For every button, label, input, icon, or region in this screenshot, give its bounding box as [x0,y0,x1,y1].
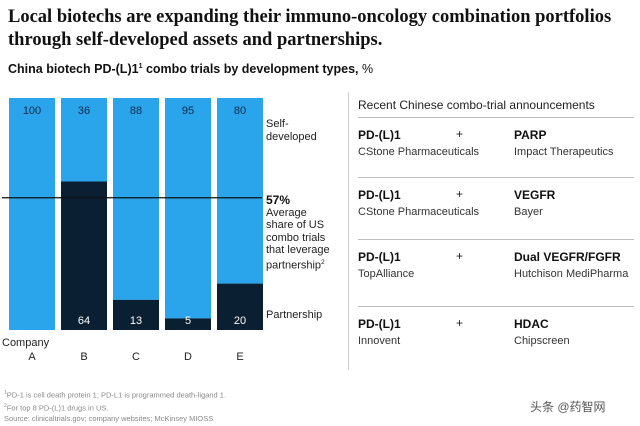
plus-sign: + [456,187,464,201]
x-tick-label: E [236,351,243,363]
plus-sign: + [456,316,464,330]
footnote-2: 2For top 8 PD-(L)1 drugs in US. [4,403,109,413]
headline: Local biotechs are expanding their immun… [8,7,612,50]
bar-self-developed [61,98,107,182]
watermark: 头条 @药智网 [530,400,606,414]
x-axis-label: Company [2,337,50,349]
drug-right: PARP [514,128,547,142]
reference-value: 57% [266,193,291,207]
footnote-1: 1PD-1 is cell death protein 1; PD-L1 is … [4,390,227,400]
company-left: CStone Pharmaceuticals [358,146,480,158]
source-note: Source: clinicaltrials.gov; company webs… [4,414,214,423]
company-right: Bayer [514,206,543,218]
bar-partnership [61,181,107,330]
legend-self-developed: Self-developed [266,118,317,143]
announcement-row: PD-(L)1 CStone Pharmaceuticals + VEGFR B… [358,177,634,229]
company-right: Chipscreen [514,335,570,347]
drug-right: VEGFR [514,188,556,202]
reference-text: Average share of US combo trials that le… [266,207,330,272]
announcement-row: PD-(L)1 TopAlliance + Dual VEGFR/FGFR Hu… [358,239,634,291]
x-tick-label: B [80,351,87,363]
legend-partnership: Partnership [266,309,323,321]
company-right: Hutchison MediPharma [514,268,629,280]
drug-right: HDAC [514,317,549,331]
data-label-self-developed: 88 [130,105,142,117]
announcement-row: PD-(L)1 CStone Pharmaceuticals + PARP Im… [358,117,634,169]
plus-sign: + [456,249,464,263]
data-label-partnership: 64 [78,315,90,327]
data-label-partnership: 5 [185,315,191,327]
bar-self-developed [113,98,159,300]
data-label-self-developed: 95 [182,105,194,117]
data-label-self-developed: 36 [78,105,90,117]
bar-partnership [165,318,211,330]
drug-left: PD-(L)1 [358,128,401,142]
chart-title: China biotech PD-(L)11 combo trials by d… [8,62,374,76]
bar-self-developed [165,98,211,319]
bar-self-developed [9,98,55,330]
bar-partnership [217,283,263,330]
data-label-self-developed: 100 [23,105,41,117]
announcement-row: PD-(L)1 Innovent + HDAC Chipscreen [358,306,634,358]
company-left: Innovent [358,335,401,347]
footnotes: 1PD-1 is cell death protein 1; PD-L1 is … [4,388,226,425]
company-left: CStone Pharmaceuticals [358,206,480,218]
bar-partnership [113,299,159,330]
drug-left: PD-(L)1 [358,250,401,264]
plus-sign: + [456,127,464,141]
bar-self-developed [217,98,263,284]
x-tick-label: D [184,351,192,363]
x-tick-label: C [132,351,140,363]
data-label-self-developed: 80 [234,105,246,117]
drug-left: PD-(L)1 [358,317,401,331]
drug-left: PD-(L)1 [358,188,401,202]
data-label-partnership: 20 [234,315,246,327]
company-left: TopAlliance [358,268,415,280]
company-right: Impact Therapeutics [514,146,614,158]
data-label-partnership: 13 [130,315,142,327]
drug-right: Dual VEGFR/FGFR [514,250,621,264]
x-tick-label: A [28,351,36,363]
panel-divider [348,92,349,370]
panel-title: Recent Chinese combo-trial announcements [358,98,595,112]
